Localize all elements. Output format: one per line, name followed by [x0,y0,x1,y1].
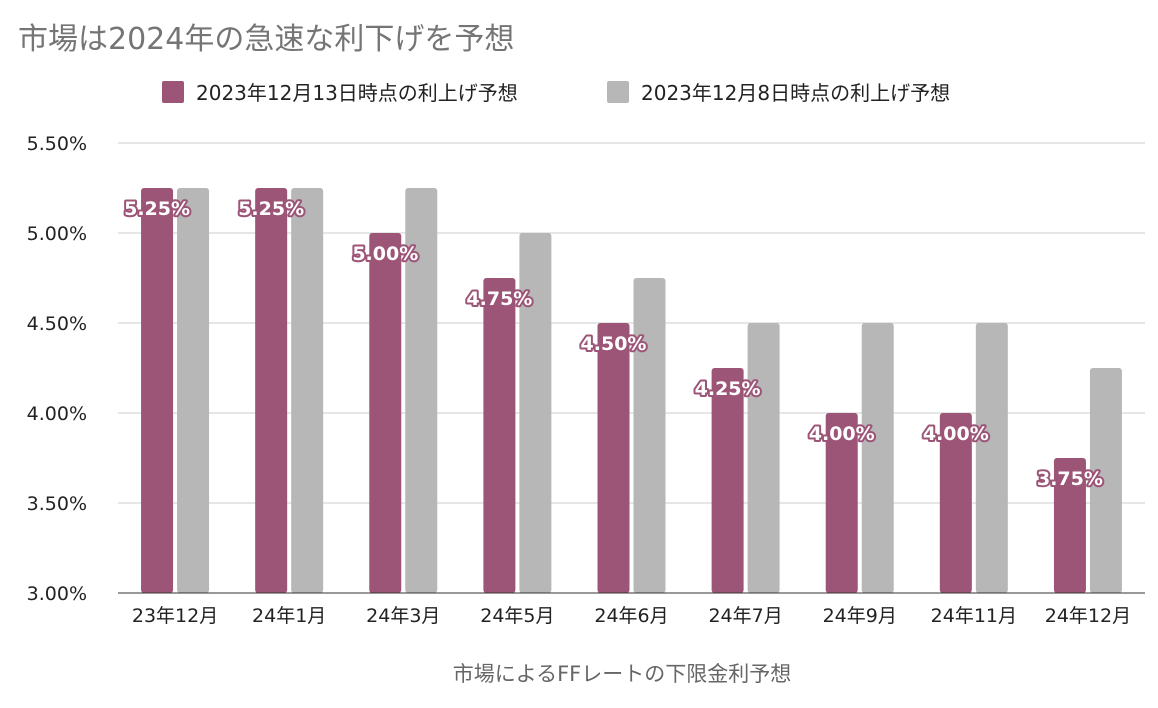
bar-dec13 [597,323,630,593]
bars [141,188,1122,593]
legend: 2023年12月13日時点の利上げ予想 2023年12月8日時点の利上げ予想 [162,81,950,105]
data-label: 3.75% [1037,468,1103,490]
data-label: 5.25% [124,198,190,220]
x-tick-label: 24年5月 [480,605,554,627]
bar-dec8 [861,323,894,593]
y-tick-label: 3.50% [27,493,87,515]
axes: 3.00% 3.50% 4.00% 4.50% 5.00% 5.50% 23年12月 24年1… [27,133,1145,627]
grid-lines [118,142,1145,504]
bar-dec13 [369,233,402,593]
x-tick-label: 24年7月 [708,605,782,627]
bar-dec13 [255,188,288,593]
bar-dec13 [825,413,858,593]
x-tick-label: 23年12月 [132,605,218,627]
legend-swatch [607,81,629,103]
data-label: 4.00% [923,423,989,445]
x-tick-label: 24年9月 [823,605,897,627]
bar-dec13 [141,188,174,593]
legend-label: 2023年12月8日時点の利上げ予想 [641,81,950,105]
x-tick-label: 24年3月 [366,605,440,627]
bar-dec8 [747,323,780,593]
data-label: 4.00% [809,423,875,445]
bar-dec8 [405,188,438,593]
bar-dec8 [291,188,324,593]
legend-label: 2023年12月13日時点の利上げ予想 [196,81,518,105]
x-axis-title: 市場によるFFレートの下限金利予想 [453,662,792,686]
x-tick-label: 24年12月 [1045,605,1131,627]
data-label: 5.25% [238,198,304,220]
data-label: 4.25% [695,378,761,400]
data-label: 5.00% [352,243,418,265]
bar-dec13 [939,413,972,593]
bar-dec8 [633,278,666,593]
data-label: 4.75% [466,288,532,310]
bar-dec13 [1053,458,1086,593]
bar-dec13 [711,368,744,593]
chart-title: 市場は2024年の急速な利下げを予想 [18,22,515,57]
bar-dec8 [519,233,552,593]
bar-dec13 [483,278,516,593]
y-tick-label: 5.50% [27,133,87,155]
x-tick-label: 24年1月 [252,605,326,627]
data-label: 4.50% [581,333,647,355]
bar-dec8 [975,323,1008,593]
y-tick-label: 4.50% [27,313,87,335]
x-tick-label: 24年11月 [931,605,1017,627]
legend-swatch [162,81,184,103]
x-tick-label: 24年6月 [594,605,668,627]
data-labels: 5.25% 5.25% 5.00% 4.75% 4.50% 4.25% 4.00% 4.00%… [122,196,1105,492]
y-tick-label: 5.00% [27,223,87,245]
bar-dec8 [1089,368,1122,593]
y-tick-label: 3.00% [27,583,87,605]
y-tick-label: 4.00% [27,403,87,425]
bar-dec8 [177,188,210,593]
